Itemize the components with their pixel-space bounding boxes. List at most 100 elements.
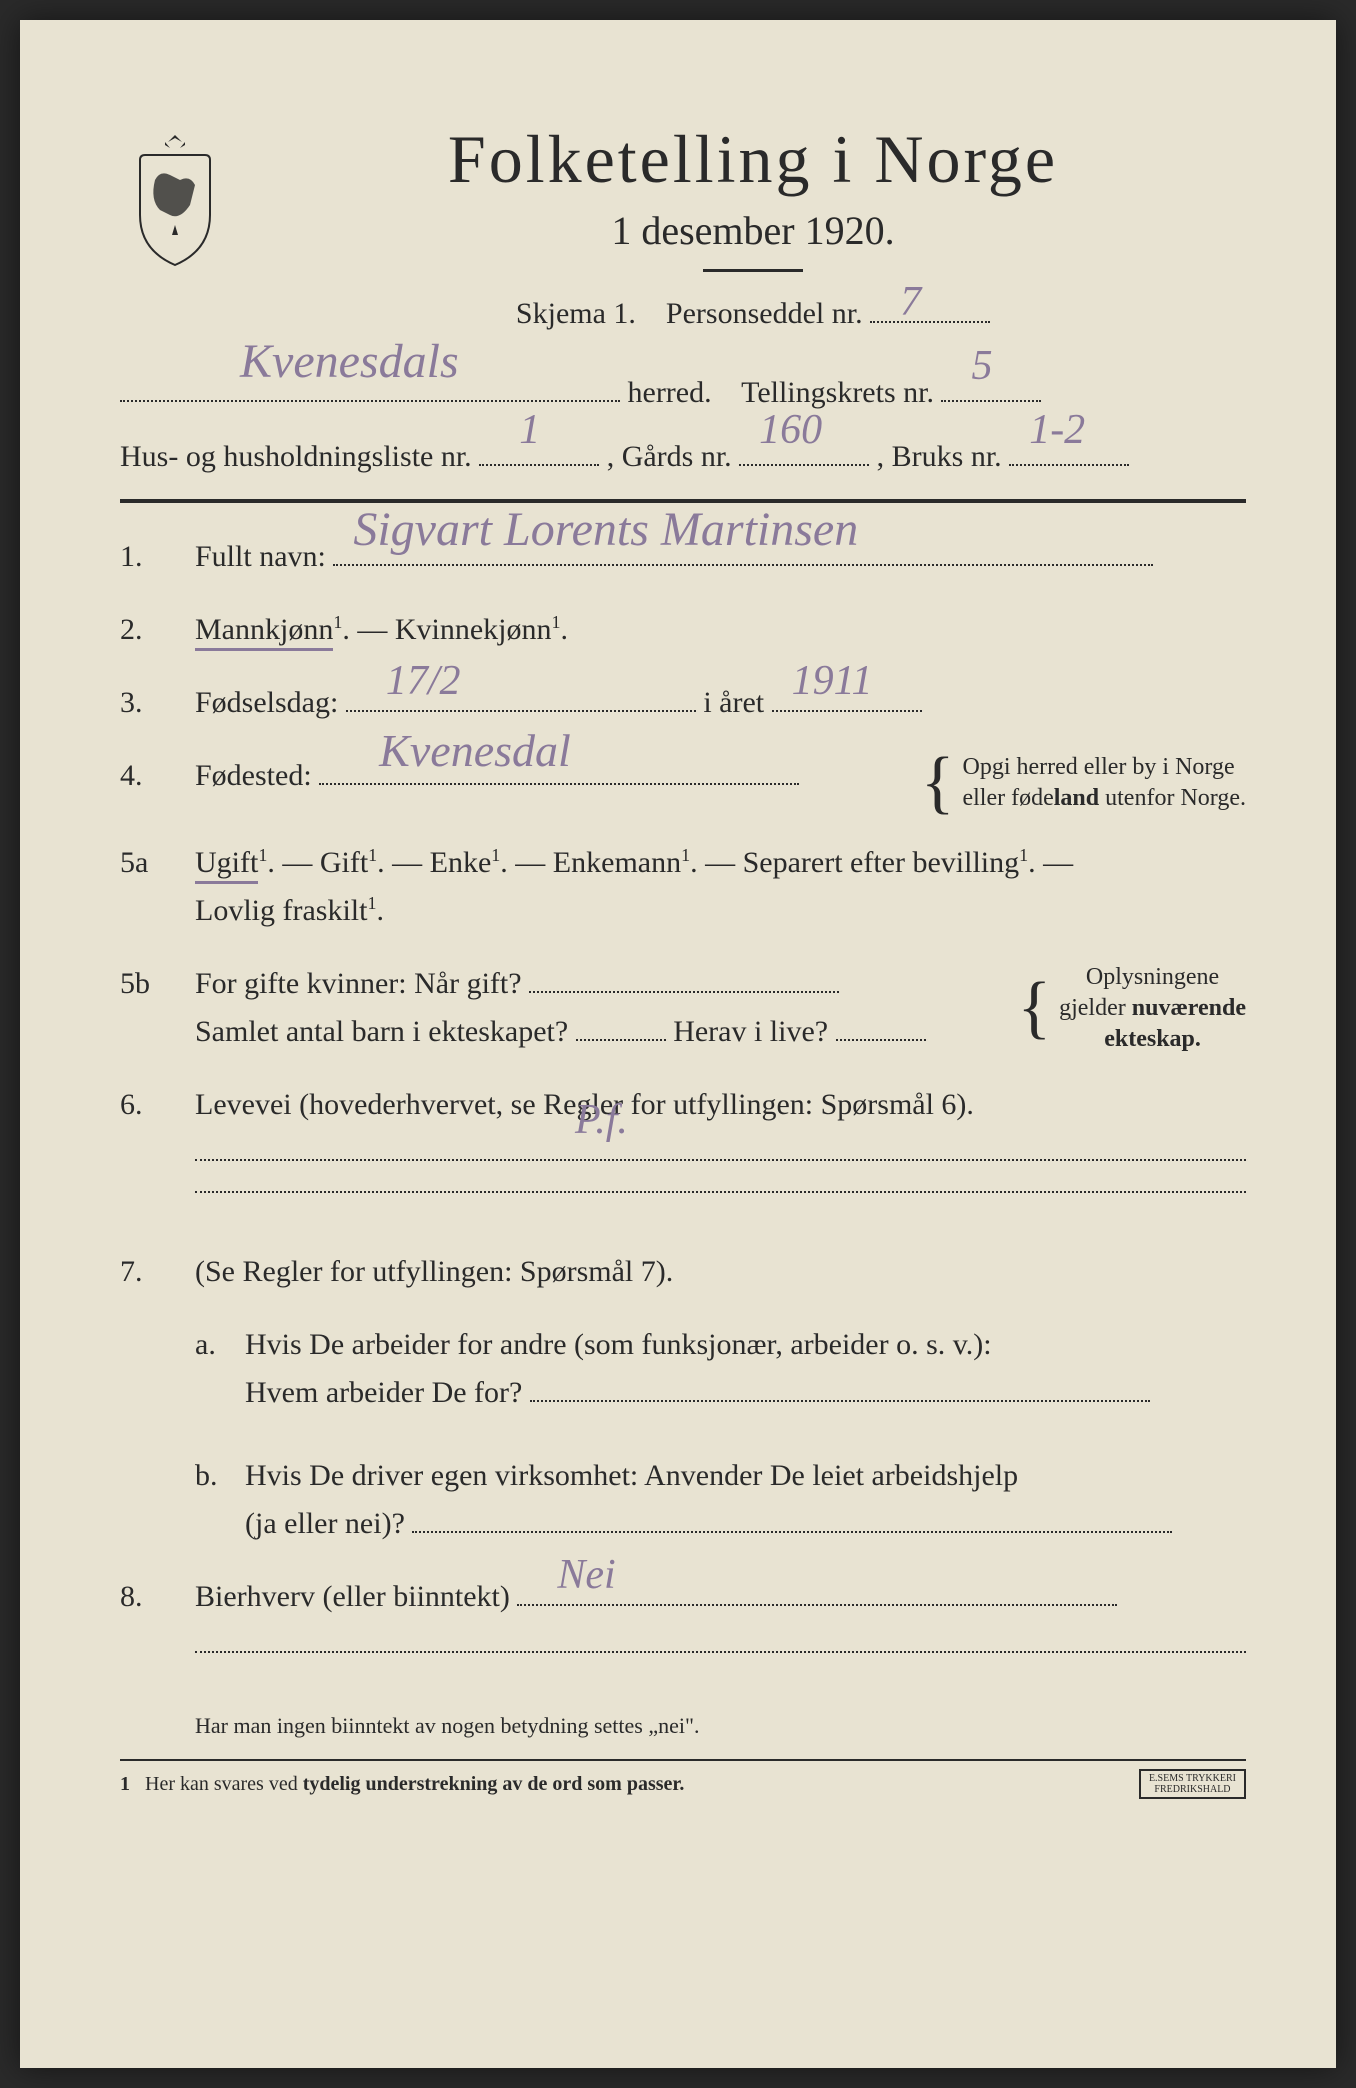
q3-year-value: 1911 bbox=[792, 648, 873, 715]
q1-label: Fullt navn: bbox=[195, 540, 326, 573]
question-2: 2. Mannkjønn1. — Kvinnekjønn1. bbox=[120, 606, 1246, 654]
q6-content: Levevei (hovederhvervet, se Regler for u… bbox=[195, 1081, 1246, 1223]
q3-year-field: 1911 bbox=[772, 710, 922, 712]
q5b-note2: gjelder nuværende bbox=[1059, 995, 1246, 1021]
q5a-fraskilt: Lovlig fraskilt bbox=[195, 894, 367, 927]
q5a-gift: Gift bbox=[320, 846, 368, 879]
title-block: Folketelling i Norge 1 desember 1920. Sk… bbox=[260, 120, 1246, 346]
q7b-line2: (ja eller nei)? bbox=[245, 1507, 405, 1540]
bruks-label: , Bruks nr. bbox=[877, 440, 1002, 473]
q7a-field bbox=[530, 1400, 1150, 1402]
question-5b: 5b For gifte kvinner: Når gift? Samlet a… bbox=[120, 960, 1246, 1056]
subtitle: 1 desember 1920. bbox=[260, 207, 1246, 254]
tellingskrets-field: 5 bbox=[941, 400, 1041, 402]
q1-value: Sigvart Lorents Martinsen bbox=[353, 492, 858, 569]
q7b-line1: Hvis De driver egen virksomhet: Anvender… bbox=[245, 1459, 1018, 1492]
personseddel-value: 7 bbox=[900, 278, 921, 326]
q2-sup2: 1 bbox=[551, 612, 560, 632]
q5b-content: For gifte kvinner: Når gift? Samlet anta… bbox=[195, 960, 1246, 1056]
norway-crest-icon bbox=[120, 130, 230, 270]
q7a-line1: Hvis De arbeider for andre (som funksjon… bbox=[245, 1328, 992, 1361]
schema-label: Skjema 1. bbox=[516, 297, 636, 330]
q5a-enke: Enke bbox=[430, 846, 492, 879]
brace-icon-2: { bbox=[1018, 980, 1052, 1036]
q3-num: 3. bbox=[120, 679, 195, 727]
q6-field2 bbox=[195, 1191, 1246, 1193]
q8-value: Nei bbox=[557, 1542, 615, 1609]
hus-line: Hus- og husholdningsliste nr. 1 , Gårds … bbox=[120, 430, 1246, 484]
q2-sup1: 1 bbox=[333, 612, 342, 632]
q6-num: 6. bbox=[120, 1081, 195, 1223]
q3-day-field: 17/2 bbox=[346, 710, 696, 712]
q7b-letter: b. bbox=[195, 1452, 245, 1548]
question-8: 8. Bierhverv (eller biinntekt) Nei bbox=[120, 1573, 1246, 1683]
footnote-bottom: 1 Her kan svares ved tydelig understrekn… bbox=[120, 1759, 1246, 1799]
q4-value: Kvenesdal bbox=[379, 714, 571, 788]
q8-num: 8. bbox=[120, 1573, 195, 1683]
personseddel-label: Personseddel nr. bbox=[666, 297, 863, 330]
hus-label: Hus- og husholdningsliste nr. bbox=[120, 440, 472, 473]
stamp-line2: FREDRIKSHALD bbox=[1154, 1784, 1230, 1795]
q1-num: 1. bbox=[120, 533, 195, 581]
question-3: 3. Fødselsdag: 17/2 i året 1911 bbox=[120, 679, 1246, 727]
q4-note-text: Opgi herred eller by i Norge eller fødel… bbox=[962, 752, 1246, 814]
tellingskrets-value: 5 bbox=[971, 329, 992, 405]
q2-kvinne: Kvinnekjønn bbox=[395, 613, 552, 646]
q5b-field3 bbox=[836, 1039, 926, 1041]
q5b-note: { Oplysningene gjelder nuværende ekteska… bbox=[1010, 960, 1247, 1056]
q4-content: Fødested: Kvenesdal { Opgi herred eller … bbox=[195, 752, 1246, 814]
gards-label: , Gårds nr. bbox=[607, 440, 732, 473]
question-4: 4. Fødested: Kvenesdal { Opgi herred ell… bbox=[120, 752, 1246, 814]
q5b-label3: Herav i live? bbox=[673, 1015, 828, 1048]
herred-label: herred. bbox=[628, 376, 712, 409]
q2-mann: Mannkjønn bbox=[195, 613, 333, 651]
q5b-note1: Oplysningene bbox=[1086, 964, 1219, 990]
q7-content: (Se Regler for utfyllingen: Spørsmål 7).… bbox=[195, 1248, 1246, 1548]
hus-field: 1 bbox=[479, 464, 599, 466]
q2-content: Mannkjønn1. — Kvinnekjønn1. bbox=[195, 606, 1246, 654]
q4-note2: eller fødeland utenfor Norge. bbox=[962, 785, 1246, 811]
q5b-label1: For gifte kvinner: Når gift? bbox=[195, 967, 522, 1000]
q3-content: Fødselsdag: 17/2 i året 1911 bbox=[195, 679, 1246, 727]
q4-field: Kvenesdal bbox=[319, 783, 799, 785]
q5b-field1 bbox=[529, 991, 839, 993]
q3-day-value: 17/2 bbox=[386, 648, 461, 715]
q1-field: Sigvart Lorents Martinsen bbox=[333, 564, 1153, 566]
gards-field: 160 bbox=[739, 464, 869, 466]
q3-label: Fødselsdag: bbox=[195, 686, 338, 719]
footnote-nei: Har man ingen biinntekt av nogen betydni… bbox=[120, 1713, 1246, 1739]
main-title: Folketelling i Norge bbox=[260, 120, 1246, 199]
q7-label: (Se Regler for utfyllingen: Spørsmål 7). bbox=[195, 1255, 673, 1288]
q7a-letter: a. bbox=[195, 1321, 245, 1417]
q8-content: Bierhverv (eller biinntekt) Nei bbox=[195, 1573, 1246, 1683]
question-6: 6. Levevei (hovederhvervet, se Regler fo… bbox=[120, 1081, 1246, 1223]
q5a-separert: Separert efter bevilling bbox=[743, 846, 1020, 879]
q5b-num: 5b bbox=[120, 960, 195, 1056]
q3-year-label: i året bbox=[703, 686, 764, 719]
q4-label: Fødested: bbox=[195, 759, 312, 792]
herred-value: Kvenesdals bbox=[240, 319, 459, 405]
q6-value: P.f. bbox=[575, 1087, 628, 1154]
q7b-field bbox=[412, 1531, 1172, 1533]
brace-icon: { bbox=[921, 755, 955, 811]
q5b-label2: Samlet antal barn i ekteskapet? bbox=[195, 1015, 568, 1048]
q8-label: Bierhverv (eller biinntekt) bbox=[195, 1580, 510, 1613]
bruks-field: 1-2 bbox=[1009, 464, 1129, 466]
q5b-note3: ekteskap. bbox=[1104, 1026, 1201, 1052]
q5a-ugift: Ugift bbox=[195, 846, 258, 884]
q5b-field2 bbox=[576, 1039, 666, 1041]
q6-field: P.f. bbox=[195, 1159, 1246, 1161]
q5a-num: 5a bbox=[120, 839, 195, 935]
printer-stamp: E.SEMS TRYKKERI FREDRIKSHALD bbox=[1139, 1769, 1246, 1799]
census-form-page: Folketelling i Norge 1 desember 1920. Sk… bbox=[20, 20, 1336, 2068]
footnote-text: Her kan svares ved tydelig understreknin… bbox=[145, 1773, 684, 1795]
gards-value: 160 bbox=[759, 393, 822, 469]
q1-content: Fullt navn: Sigvart Lorents Martinsen bbox=[195, 533, 1246, 581]
hus-value: 1 bbox=[519, 393, 540, 469]
q7a-line2: Hvem arbeider De for? bbox=[245, 1376, 522, 1409]
bruks-value: 1-2 bbox=[1029, 393, 1085, 469]
q5b-note-text: Oplysningene gjelder nuværende ekteskap. bbox=[1059, 962, 1246, 1056]
q4-note: { Opgi herred eller by i Norge eller fød… bbox=[913, 752, 1246, 814]
herred-field: Kvenesdals bbox=[120, 400, 620, 402]
footnote-num: 1 bbox=[120, 1773, 130, 1795]
